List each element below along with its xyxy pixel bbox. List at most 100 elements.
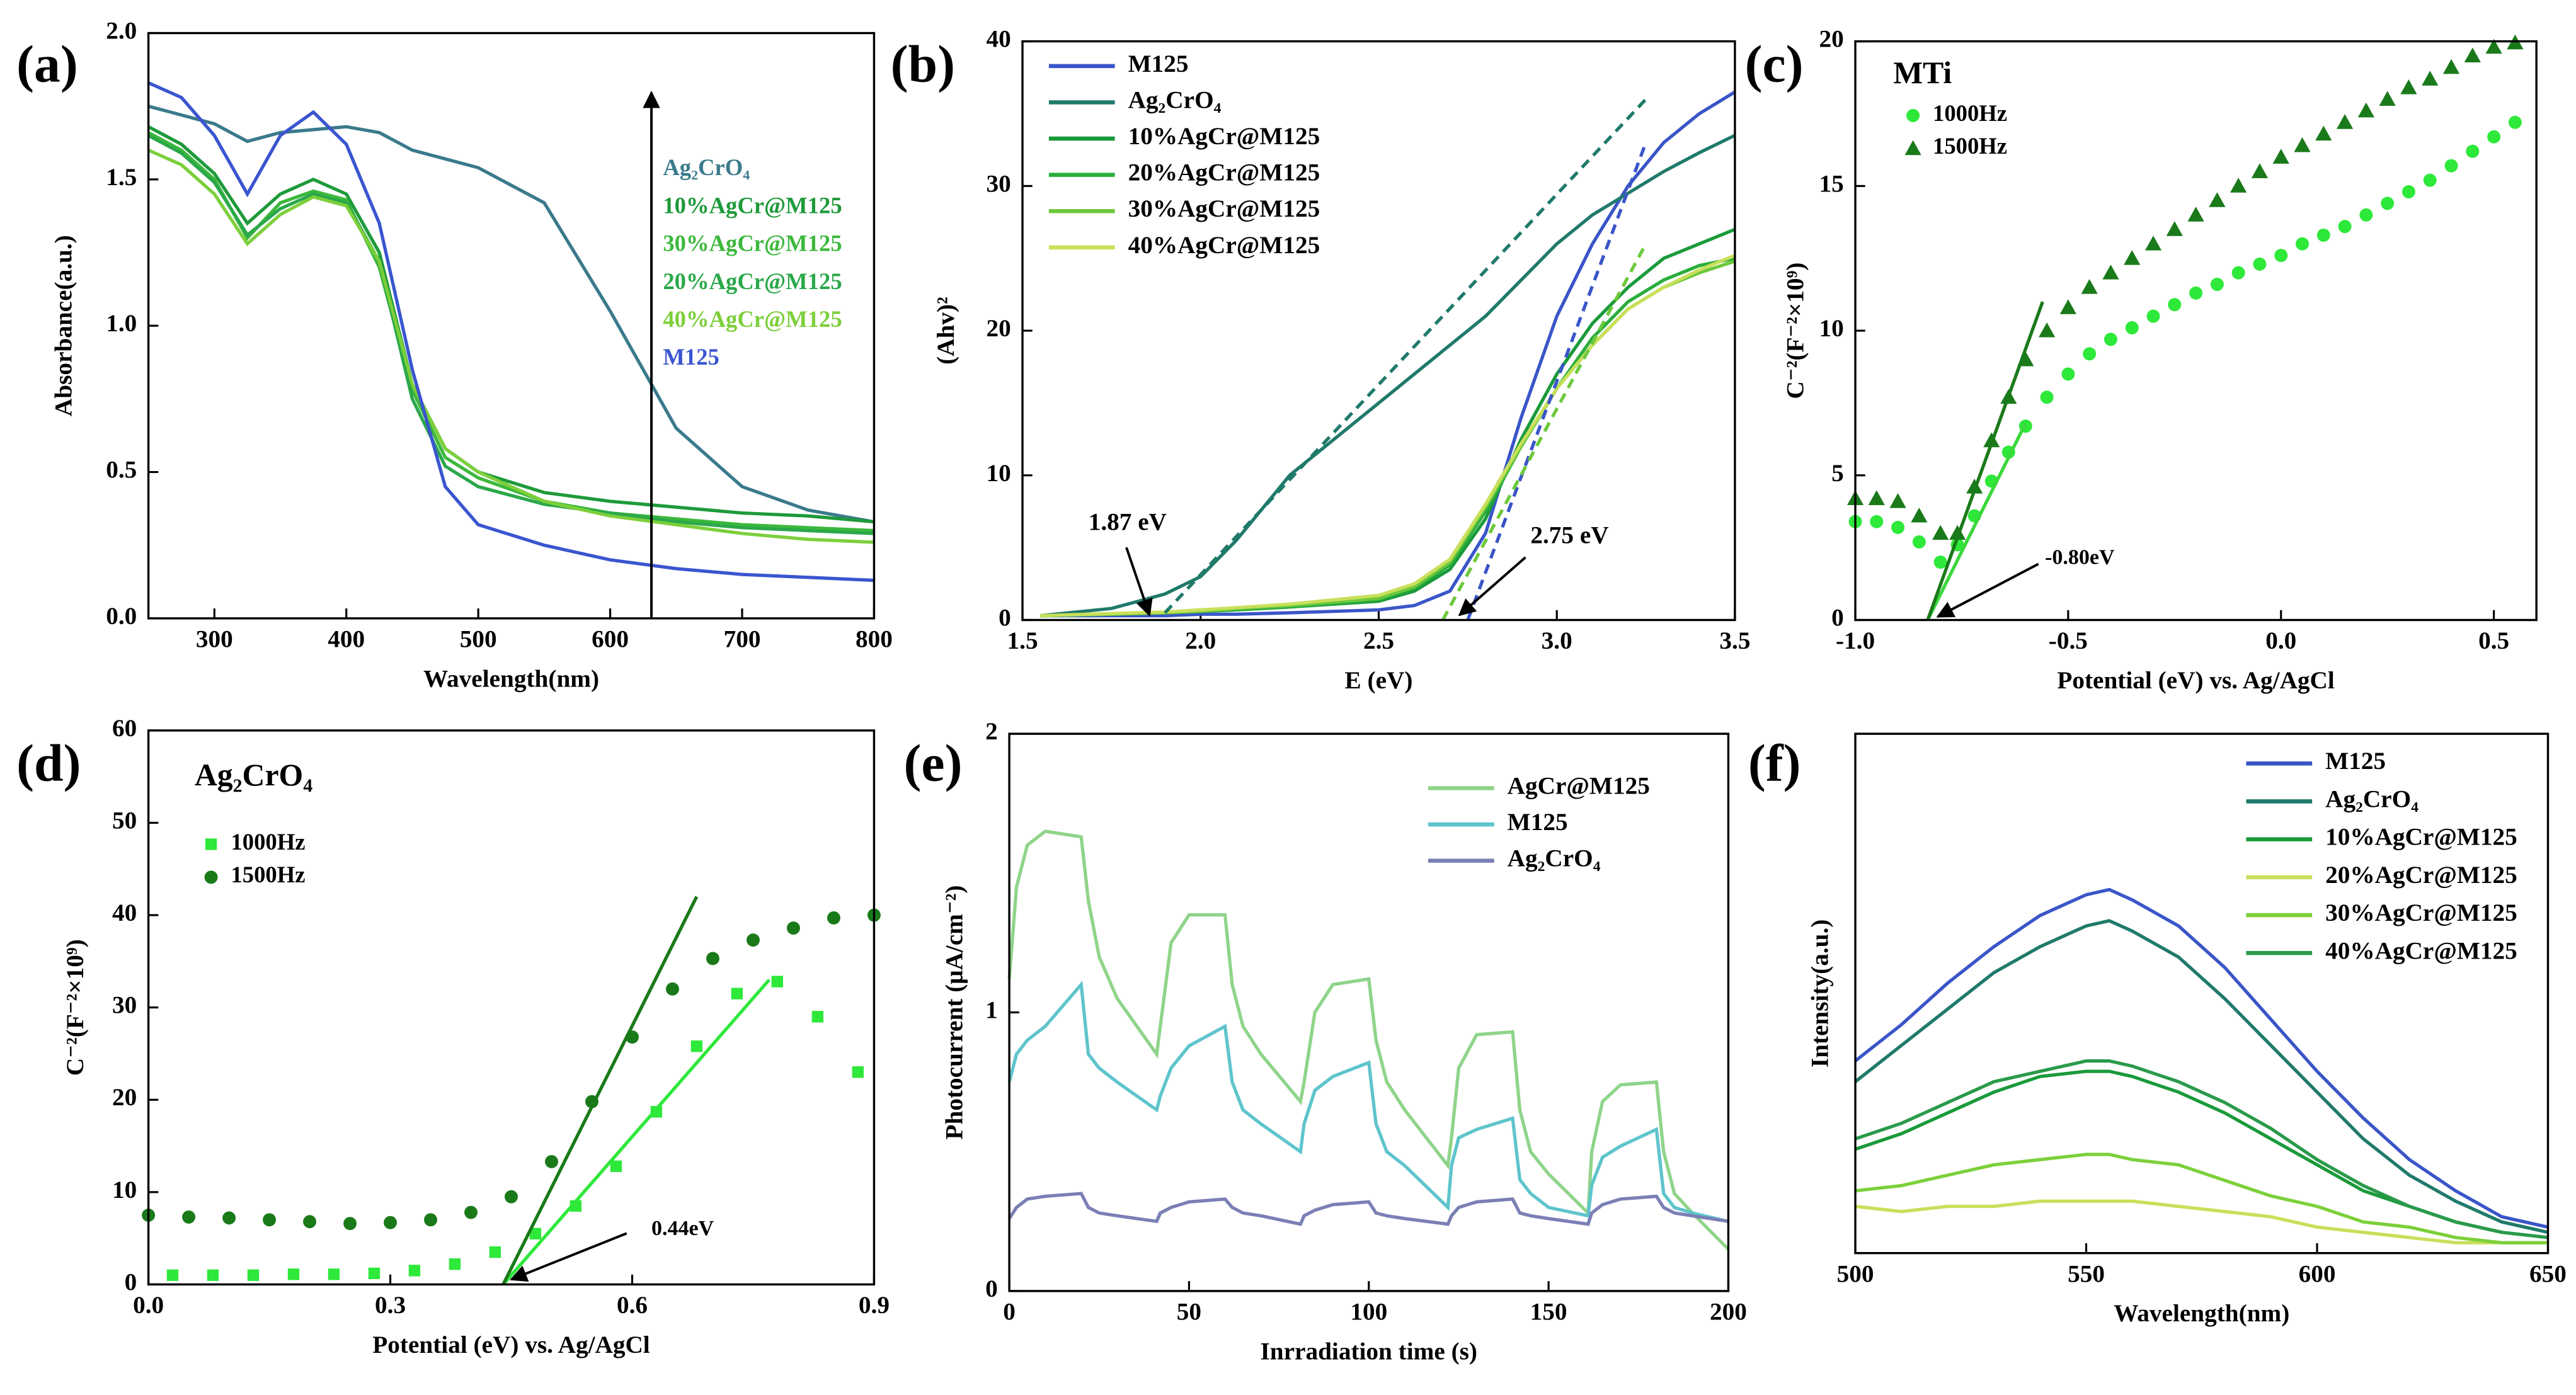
y-tick-label: 0.5: [106, 457, 137, 484]
data-line: [1040, 90, 1736, 618]
data-point: [2442, 59, 2460, 74]
panel-label: (b): [891, 35, 955, 93]
data-point: [2083, 347, 2097, 361]
annotation: 2.75 eV: [1530, 522, 1608, 549]
panel-label: (c): [1745, 35, 1804, 93]
plot-frame: [1008, 732, 1730, 1292]
legend-label: AgCr@M125: [1508, 772, 1650, 799]
y-tick-label: 10: [986, 460, 1010, 487]
legend-label: 30%AgCr@M125: [1128, 195, 1320, 222]
y-tick-label: 60: [112, 715, 137, 742]
legend-label: 30%AgCr@M125: [663, 231, 842, 256]
x-tick-label: -1.0: [1836, 627, 1875, 654]
data-point: [2274, 249, 2288, 263]
data-point: [852, 1066, 864, 1078]
legend-label: 20%AgCr@M125: [663, 268, 842, 294]
data-point: [2272, 149, 2289, 164]
data-point: [2381, 196, 2395, 210]
data-point: [2230, 178, 2247, 193]
data-point: [2081, 279, 2098, 294]
data-point: [529, 1227, 542, 1239]
data-line: [1007, 980, 1729, 1223]
data-point: [1889, 493, 1906, 508]
x-tick-label: 2.0: [1185, 627, 1216, 654]
data-point: [247, 1269, 260, 1281]
legend-label: 20%AgCr@M125: [2325, 862, 2517, 889]
chart-title: MTi: [1893, 55, 1952, 90]
data-point: [2231, 266, 2245, 280]
panel-label: (d): [16, 734, 81, 792]
legend-label: 40%AgCr@M125: [1128, 232, 1320, 259]
legend-label: M125: [1508, 809, 1568, 836]
x-tick-label: 800: [856, 626, 893, 653]
x-tick-label: 0.3: [375, 1292, 406, 1319]
legend-marker: [1904, 140, 1921, 156]
x-tick-label: 2.5: [1363, 627, 1394, 654]
data-line: [1040, 227, 1736, 618]
y-axis-label: Photocurrent (μA/cm⁻²): [941, 885, 968, 1140]
data-point: [690, 1040, 703, 1052]
x-tick-label: 550: [2068, 1260, 2105, 1287]
data-point: [1932, 525, 1949, 540]
y-tick-label: 20: [112, 1084, 137, 1111]
y-axis-label: C⁻²(F⁻²×10⁹): [1782, 263, 1809, 399]
annotation: 1.87 eV: [1089, 509, 1167, 536]
x-tick-label: 0: [1003, 1299, 1016, 1326]
y-tick-label: 20: [1819, 26, 1843, 53]
fit-line: [1441, 242, 1647, 621]
data-point: [207, 1269, 219, 1281]
data-point: [2444, 159, 2458, 173]
fit-line: [1926, 301, 2044, 621]
data-point: [263, 1213, 277, 1227]
data-point: [343, 1217, 357, 1231]
annotation-arrow: [1936, 562, 2039, 618]
data-point: [2061, 367, 2075, 381]
panel-label: (a): [16, 35, 78, 93]
data-point: [2209, 192, 2226, 207]
annotation: -0.80eV: [2045, 545, 2115, 569]
y-tick-label: 30: [986, 170, 1010, 197]
data-point: [408, 1265, 421, 1277]
x-tick-label: 500: [1837, 1260, 1874, 1287]
x-tick-label: 50: [1177, 1299, 1201, 1326]
data-point: [706, 952, 719, 965]
data-point: [2059, 299, 2076, 314]
data-point: [2104, 333, 2117, 346]
data-point: [2400, 79, 2417, 94]
y-tick-label: 10: [112, 1176, 137, 1204]
fit-line: [501, 978, 771, 1286]
y-tick-label: 40: [112, 899, 137, 926]
y-tick-label: 0.0: [106, 603, 137, 630]
legend-label: 10%AgCr@M125: [1128, 123, 1320, 150]
y-tick-label: 1.5: [106, 164, 137, 191]
legend-label: M125: [2325, 748, 2386, 775]
panel-label: (e): [904, 734, 963, 792]
legend-label: Ag₂CrO₄: [1508, 845, 1601, 872]
y-tick-label: 50: [112, 807, 137, 834]
x-axis-label: E (eV): [1345, 667, 1413, 694]
legend-label: 1500Hz: [231, 862, 305, 887]
data-point: [1933, 555, 1947, 569]
annotation-arrow: [1125, 547, 1153, 617]
annotation-arrow: [1458, 556, 1526, 617]
data-point: [811, 1011, 824, 1023]
fit-line: [501, 896, 699, 1285]
data-point: [2338, 220, 2352, 234]
data-point: [2487, 130, 2501, 144]
x-axis-label: Potential (eV) vs. Ag/AgCl: [372, 1331, 650, 1358]
y-tick-label: 0: [1831, 604, 1844, 631]
data-point: [166, 1269, 179, 1281]
data-point: [1891, 520, 1905, 534]
data-point: [2166, 221, 2183, 236]
y-tick-label: 5: [1831, 460, 1844, 487]
x-tick-label: 700: [724, 626, 761, 653]
y-tick-label: 20: [986, 315, 1010, 342]
fit-line: [1164, 98, 1647, 614]
data-point: [2040, 390, 2054, 404]
data-line: [147, 81, 874, 583]
data-point: [2189, 286, 2203, 300]
data-point: [368, 1267, 381, 1280]
data-point: [1868, 490, 1885, 505]
y-tick-label: 0: [985, 1275, 998, 1302]
